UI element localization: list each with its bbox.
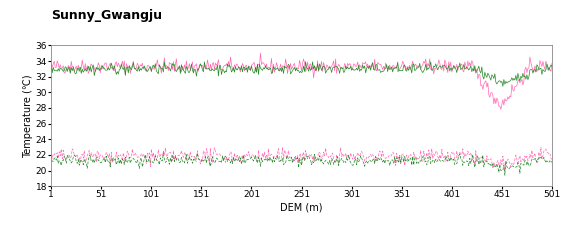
GPRM_max — [549, 62, 555, 65]
RF_min — [463, 159, 470, 162]
RF_max — [172, 69, 179, 72]
RF_max — [302, 60, 309, 63]
RF_max — [230, 66, 237, 69]
RF_max — [48, 62, 55, 65]
RF_max — [371, 69, 378, 72]
GPRM_min — [463, 154, 470, 157]
RF_min — [231, 160, 238, 163]
GPRM_max — [230, 69, 237, 72]
RF_max — [500, 85, 506, 88]
RF_max — [463, 66, 470, 69]
Y-axis label: Temperature (℃): Temperature (℃) — [23, 74, 33, 158]
RF_min — [377, 156, 384, 159]
RF_max — [377, 71, 384, 74]
RF_min — [549, 160, 555, 163]
GPRM_min — [48, 155, 55, 158]
GPRM_max — [377, 63, 384, 66]
RF_min — [48, 159, 55, 162]
GPRM_min — [193, 160, 200, 163]
RF_min — [173, 159, 180, 162]
GPRM_max — [497, 108, 504, 111]
RF_min — [160, 150, 167, 153]
Line: GPRM_max: GPRM_max — [51, 53, 552, 109]
GPRM_max — [193, 62, 200, 65]
Text: Sunny_Gwangju: Sunny_Gwangju — [51, 9, 162, 22]
RF_min — [501, 174, 508, 177]
GPRM_max — [371, 58, 378, 61]
Line: GPRM_min: GPRM_min — [51, 147, 552, 171]
GPRM_max — [463, 68, 470, 71]
GPRM_min — [549, 158, 555, 161]
RF_min — [194, 152, 201, 155]
GPRM_max — [48, 63, 55, 66]
RF_max — [193, 75, 200, 78]
Line: RF_min: RF_min — [51, 152, 552, 175]
Line: RF_max: RF_max — [51, 62, 552, 86]
GPRM_min — [371, 162, 378, 165]
RF_max — [549, 65, 555, 68]
GPRM_min — [172, 154, 179, 157]
GPRM_max — [172, 63, 179, 66]
GPRM_min — [501, 169, 508, 172]
GPRM_max — [257, 52, 264, 54]
GPRM_min — [230, 158, 237, 161]
GPRM_min — [377, 151, 384, 153]
GPRM_min — [279, 146, 286, 149]
X-axis label: DEM (m): DEM (m) — [281, 202, 323, 212]
RF_min — [371, 162, 378, 165]
